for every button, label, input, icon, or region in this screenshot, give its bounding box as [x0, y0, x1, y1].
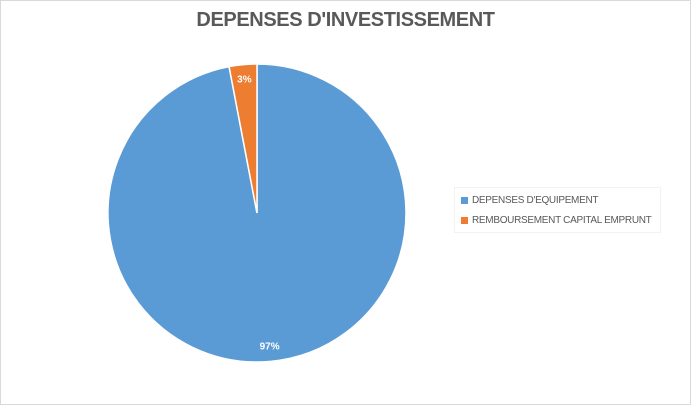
chart-title: DEPENSES D'INVESTISSEMENT — [196, 9, 495, 31]
legend-item-equipement: DEPENSES D'EQUIPEMENT — [461, 193, 599, 207]
legend-item-remboursement: REMBOURSEMENT CAPITAL EMPRUNT — [461, 213, 652, 227]
pie-slice-remboursement — [228, 63, 258, 214]
data-label-equipement: 97% — [260, 342, 280, 353]
pie-data-labels: 97% 3% — [237, 74, 280, 352]
legend-label-equipement: DEPENSES D'EQUIPEMENT — [472, 194, 599, 206]
data-label-remboursement: 3% — [237, 74, 252, 85]
legend-swatch-equipement — [461, 196, 468, 204]
pie-slices — [107, 63, 407, 363]
legend-swatch-remboursement — [461, 216, 468, 224]
legend: DEPENSES D'EQUIPEMENT REMBOURSEMENT CAPI… — [454, 187, 661, 233]
legend-label-remboursement: REMBOURSEMENT CAPITAL EMPRUNT — [472, 214, 652, 226]
